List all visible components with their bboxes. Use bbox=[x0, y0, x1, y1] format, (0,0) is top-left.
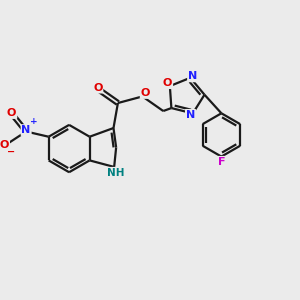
Text: O: O bbox=[163, 78, 172, 88]
Text: NH: NH bbox=[107, 168, 124, 178]
Text: +: + bbox=[30, 117, 38, 126]
Text: O: O bbox=[7, 108, 16, 118]
Text: −: − bbox=[7, 147, 15, 157]
Text: N: N bbox=[22, 125, 31, 135]
Text: N: N bbox=[188, 71, 197, 81]
Text: N: N bbox=[186, 110, 195, 120]
Text: O: O bbox=[0, 140, 9, 150]
Text: F: F bbox=[218, 157, 225, 167]
Text: O: O bbox=[93, 82, 102, 93]
Text: O: O bbox=[141, 88, 150, 98]
